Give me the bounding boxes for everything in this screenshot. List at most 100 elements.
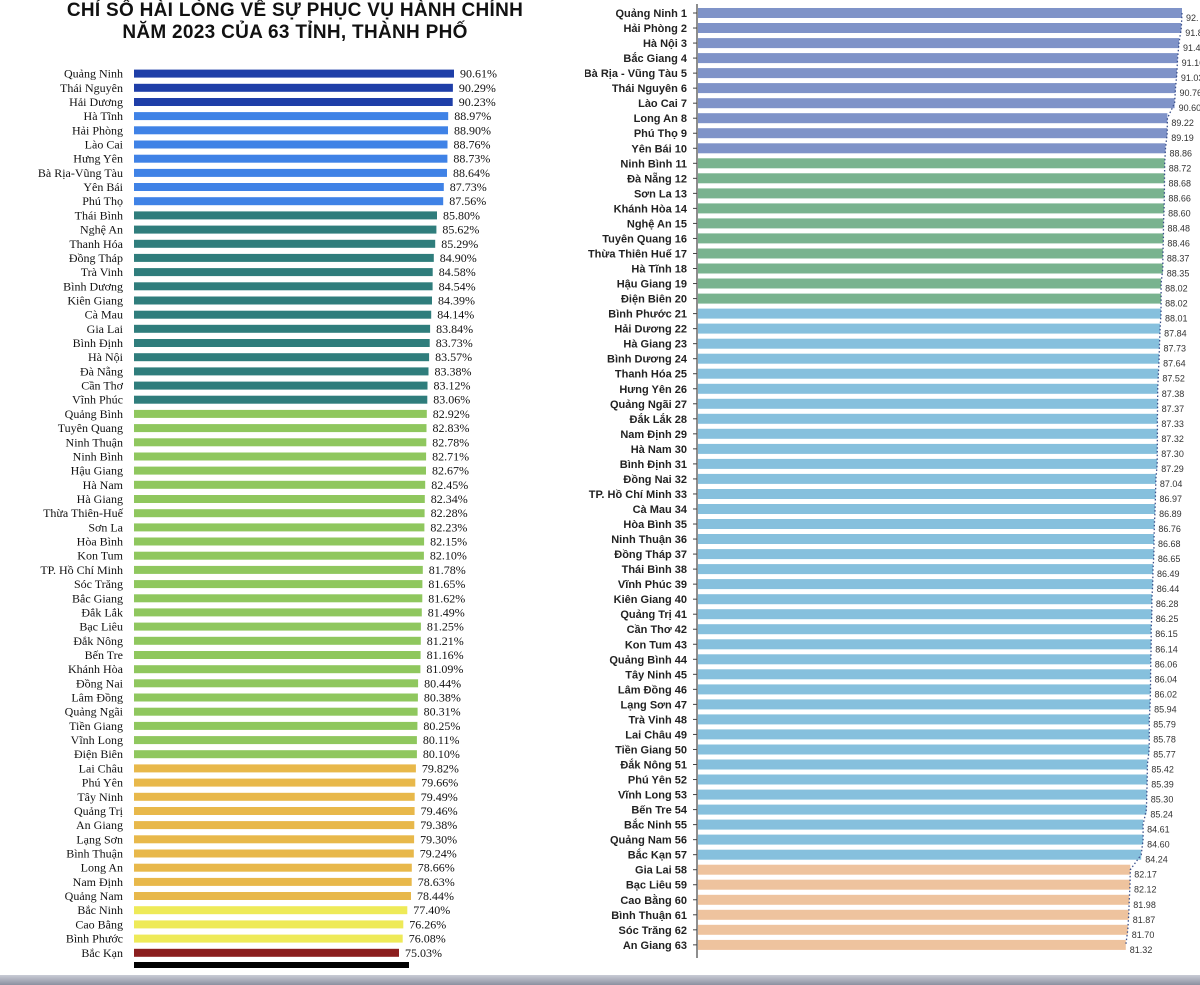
value-label: 82.12 [1134, 885, 1157, 895]
value-label: 87.52 [1162, 374, 1185, 384]
bar [698, 654, 1151, 665]
bar [134, 920, 404, 929]
value-label: 89.19 [1171, 133, 1194, 143]
category-label: Cà Mau 34 [633, 504, 688, 516]
value-label: 80.38% [424, 691, 461, 705]
value-label: 90.61% [460, 67, 497, 81]
bar [698, 594, 1152, 605]
value-label: 88.64% [453, 166, 490, 180]
value-label: 85.29% [441, 237, 478, 251]
category-label: Bình Phước [66, 932, 123, 946]
bar [134, 296, 432, 305]
value-label: 88.01 [1165, 314, 1188, 324]
bar [134, 183, 444, 191]
value-label: 83.38% [435, 364, 472, 378]
value-label: 91.16 [1182, 58, 1200, 68]
category-label: Bình Thuận 61 [611, 910, 687, 922]
value-label: 81.98 [1133, 900, 1156, 910]
value-label: 88.48 [1168, 223, 1191, 233]
category-label: Yên Bái [83, 180, 123, 194]
bar [134, 792, 415, 801]
category-label: Lâm Đồng [71, 691, 123, 705]
category-label: Sơn La 13 [634, 188, 687, 200]
value-label: 90.60 [1179, 103, 1200, 113]
bar [698, 98, 1175, 109]
bar [698, 8, 1182, 18]
value-label: 79.66% [421, 776, 458, 790]
bar [134, 636, 421, 645]
value-label: 88.76% [454, 138, 491, 152]
category-label: Đồng Tháp [69, 251, 123, 265]
bar [134, 778, 416, 787]
value-label: 87.32 [1161, 434, 1184, 444]
value-label: 88.86 [1170, 148, 1193, 158]
category-label: Điện Biên 20 [621, 294, 687, 306]
category-label: Tuyên Quang [58, 421, 123, 435]
category-label: Ninh Bình [73, 450, 123, 464]
category-label: Lào Cai 7 [638, 98, 687, 110]
value-label: 79.46% [421, 804, 458, 818]
category-label: Hà Nội 3 [643, 38, 687, 50]
value-label: 84.39% [438, 294, 475, 308]
bar [134, 310, 432, 319]
category-label: Hà Nam 30 [631, 444, 687, 456]
category-label: Thừa Thiên-Huế [43, 506, 124, 520]
category-label: Vĩnh Phúc 39 [618, 579, 687, 591]
value-label: 88.37 [1167, 254, 1190, 264]
bar [134, 495, 425, 503]
category-label: Quảng Nam [65, 889, 124, 903]
value-label: 81.09% [426, 662, 463, 676]
bar [698, 729, 1150, 740]
value-label: 87.30 [1161, 449, 1184, 459]
bar [134, 849, 414, 858]
category-label: Đắk Lắk [81, 605, 123, 619]
value-label: 85.62% [442, 223, 479, 237]
bar [134, 424, 427, 433]
bar [698, 924, 1128, 935]
category-label: Cần Thơ 42 [627, 624, 687, 636]
value-label: 88.66 [1168, 193, 1191, 203]
category-label: Bình Dương [63, 279, 123, 293]
bar [698, 383, 1158, 394]
value-label: 86.65 [1158, 554, 1181, 564]
bar [698, 819, 1144, 830]
category-label: Bắc Giang 4 [623, 52, 687, 65]
bar [698, 143, 1166, 154]
value-label: 84.90% [440, 251, 477, 265]
chart-title-line2: NĂM 2023 CỦA 63 TỈNH, THÀNH PHỐ [122, 22, 468, 43]
value-label: 79.38% [420, 818, 457, 832]
category-label: Bình Thuận [66, 847, 123, 861]
category-label: Phú Thọ [82, 194, 123, 208]
value-label: 86.49 [1157, 569, 1180, 579]
bar [698, 188, 1165, 199]
value-label: 78.63% [418, 875, 455, 889]
bar [134, 367, 429, 376]
category-label: Hải Phòng [72, 123, 123, 137]
bar [698, 353, 1160, 364]
category-label: Kon Tum [77, 549, 123, 563]
bar [134, 892, 411, 900]
category-label: Đắk Nông 51 [620, 759, 687, 772]
bar [698, 894, 1130, 905]
bar [698, 759, 1148, 770]
bar [134, 239, 436, 248]
bar [698, 744, 1150, 755]
bar [698, 789, 1147, 800]
category-label: Bắc Ninh [77, 903, 123, 917]
category-label: Điện Biên [74, 747, 123, 761]
bar [698, 458, 1158, 469]
bar [698, 714, 1150, 725]
category-label: Hải Phòng 2 [623, 23, 687, 35]
category-label: Vĩnh Phúc [72, 393, 123, 407]
value-label: 78.66% [418, 861, 455, 875]
category-label: Hòa Bình 35 [623, 519, 687, 531]
category-label: TP. Hồ Chí Minh 33 [589, 489, 687, 501]
bar [134, 877, 412, 886]
category-label: Bình Dương 24 [607, 354, 688, 366]
category-label: Gia Lai [87, 322, 124, 336]
value-label: 87.64 [1163, 359, 1186, 369]
value-label: 76.26% [409, 917, 446, 931]
value-label: 81.49% [428, 605, 465, 619]
left-chart-panel: CHỈ SỐ HÀI LÒNG VỀ SỰ PHỤC VỤ HÀNH CHÍNH… [0, 0, 590, 985]
value-label: 86.76 [1158, 524, 1181, 534]
